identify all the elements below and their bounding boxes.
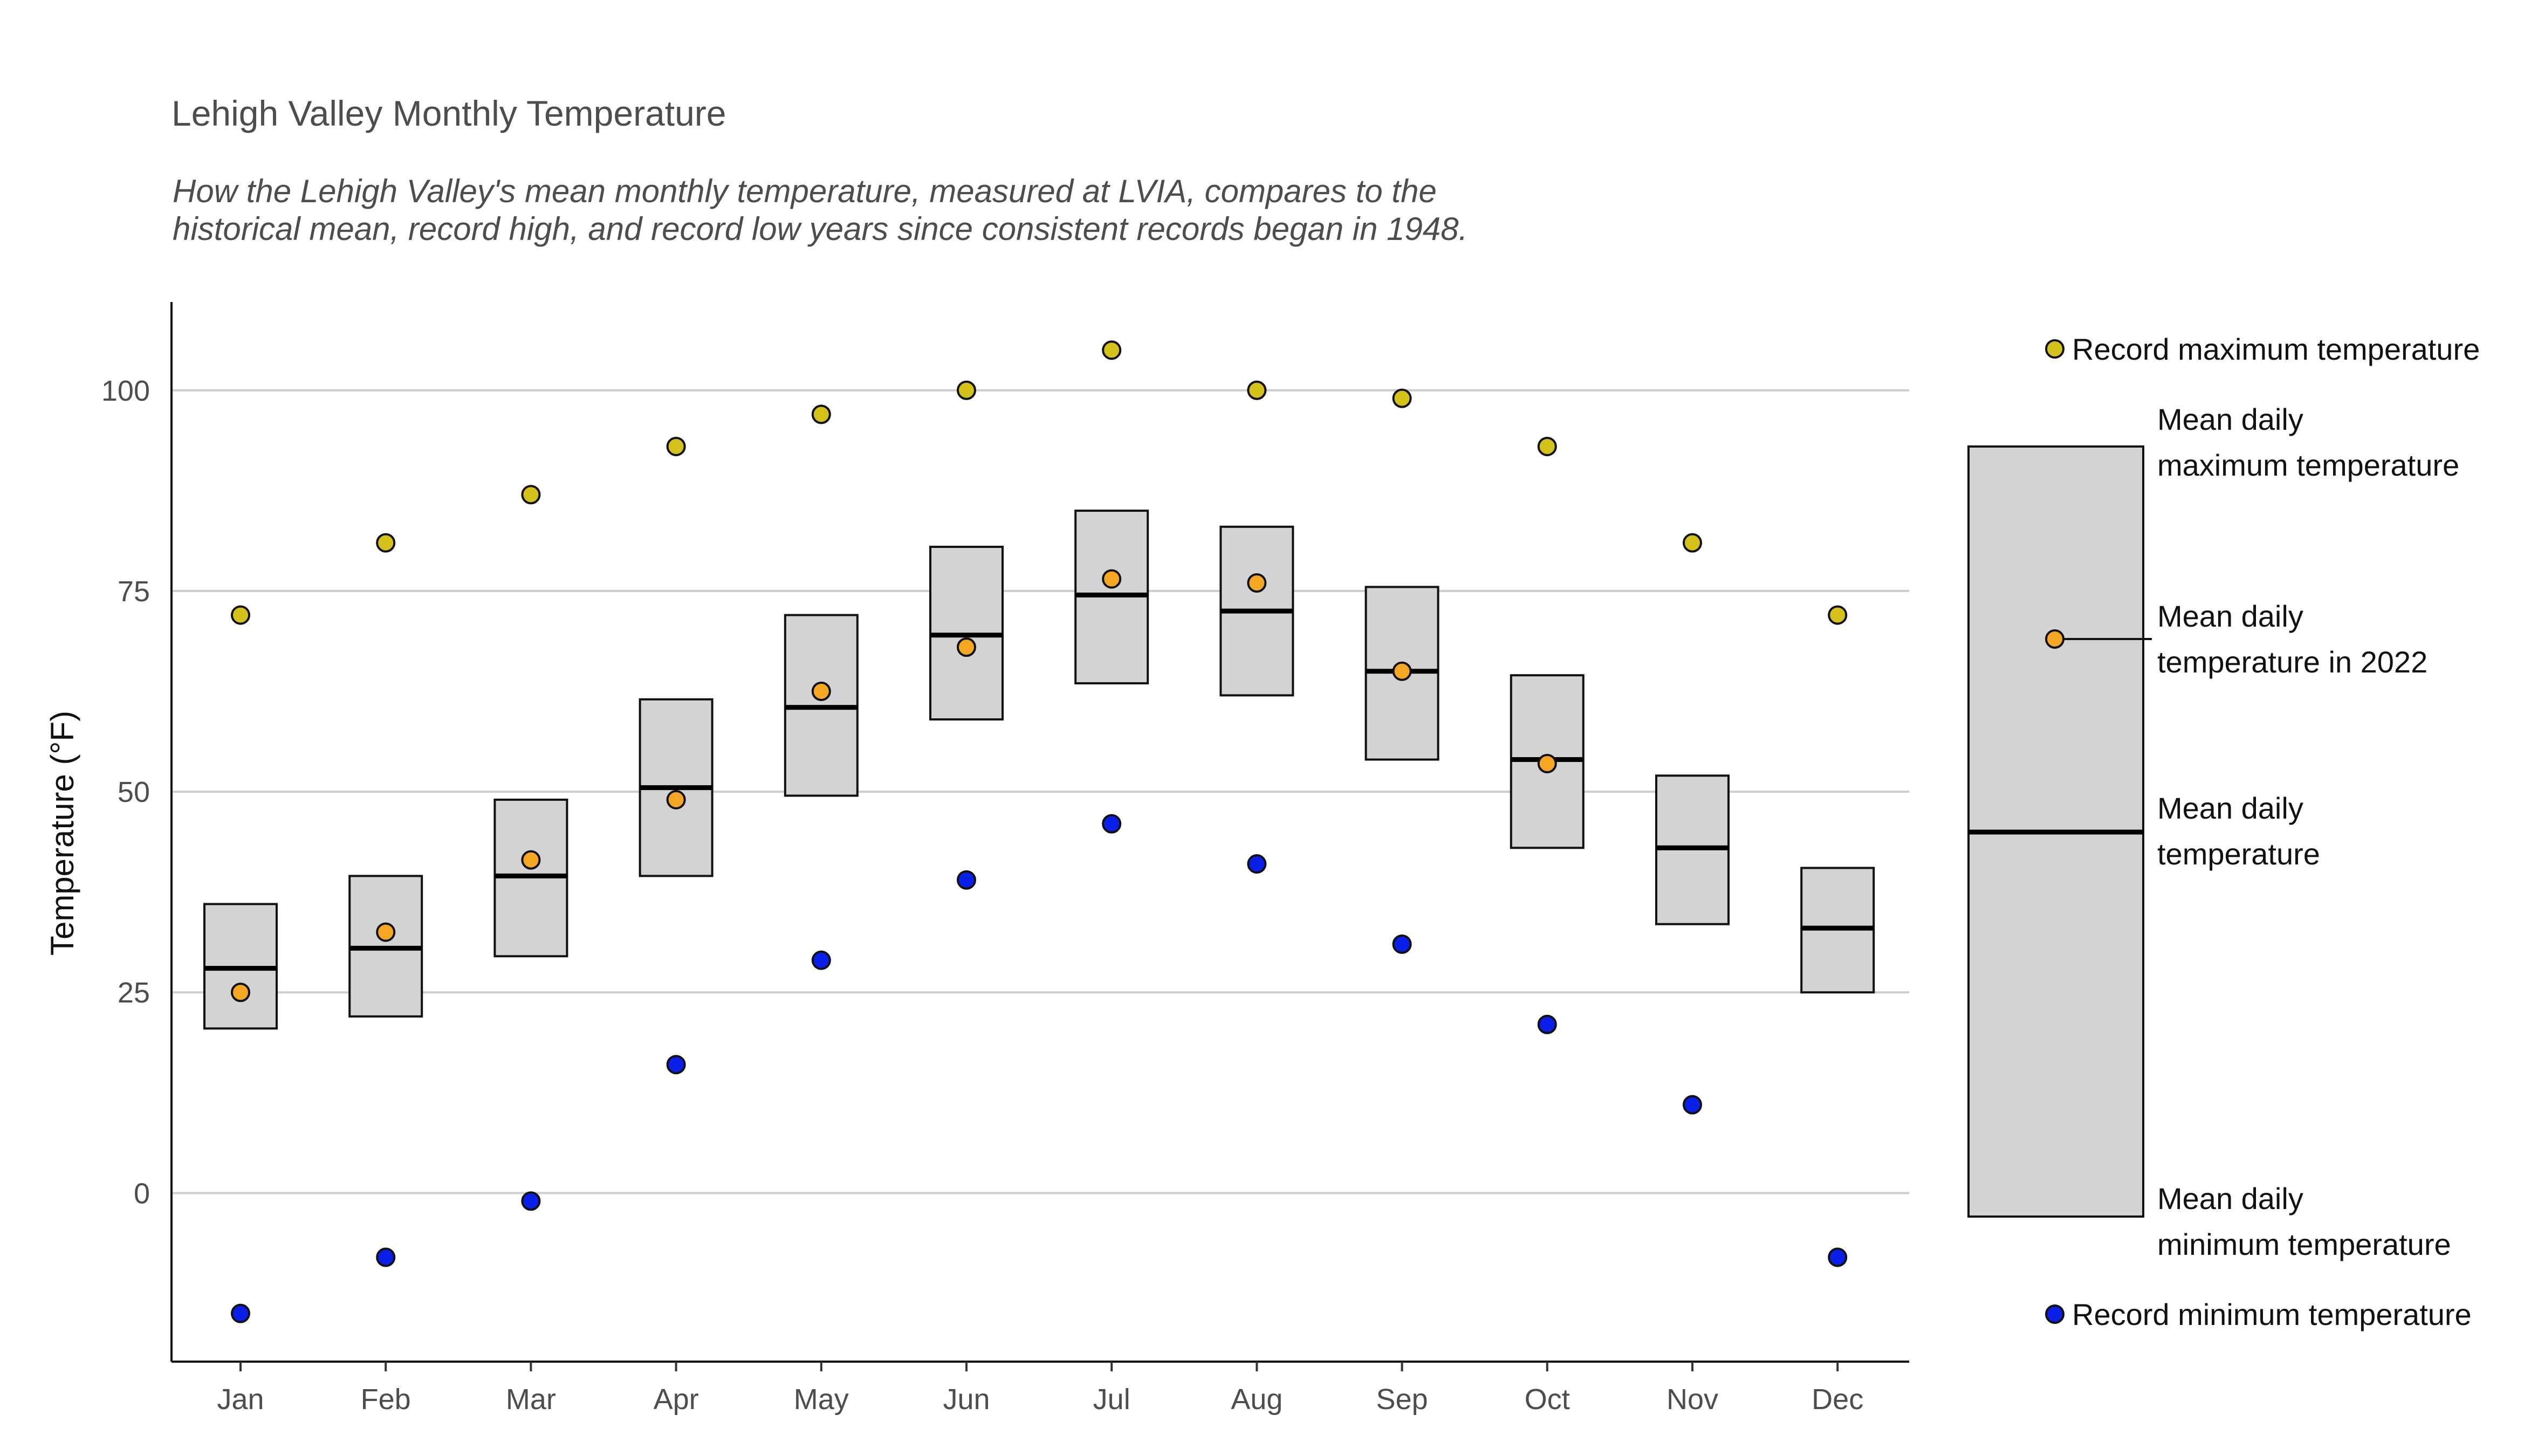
record-min-point-sep — [1392, 934, 1412, 954]
chart-subtitle-line-2: historical mean, record high, and record… — [173, 211, 1467, 247]
record-max-point-apr — [666, 436, 686, 456]
mean-2022-point-jun — [957, 637, 976, 657]
record-max-point-feb — [376, 533, 396, 553]
mean-2022-point-feb — [376, 922, 396, 942]
legend-record-max-marker — [2045, 339, 2065, 359]
record-min-point-jan — [231, 1303, 250, 1323]
plot-area: 0 25 50 75 100 Jan Feb Mar Apr May Jun Jul Aug Sep Oct… — [101, 302, 1909, 1416]
chart-title: Lehigh Valley Monthly Temperature — [172, 93, 726, 133]
legend-mean-min-label-1: Mean daily — [2157, 1182, 2303, 1215]
mean-2022-point-mar — [521, 850, 541, 870]
x-tick-label-jun: Jun — [943, 1383, 990, 1416]
record-max-point-oct — [1537, 436, 1557, 456]
legend: Record maximum temperature Mean daily maxi… — [1967, 332, 2480, 1331]
record-min-point-aug — [1247, 854, 1267, 874]
x-tick-label-sep: Sep — [1376, 1383, 1428, 1416]
x-tick-label-dec: Dec — [1812, 1383, 1863, 1416]
y-tick-label-75: 75 — [118, 575, 150, 608]
mean-2022-point-apr — [666, 789, 686, 809]
record-max-point-mar — [521, 485, 541, 505]
x-tick-label-may: May — [794, 1383, 849, 1416]
legend-mean-label-2: temperature — [2157, 837, 2320, 871]
record-max-point-dec — [1828, 605, 1848, 625]
legend-mean-2022-label-1: Mean daily — [2157, 599, 2303, 633]
record-max-point-sep — [1392, 388, 1412, 408]
record-min-point-feb — [376, 1247, 396, 1267]
legend-mean-max-label-1: Mean daily — [2157, 402, 2303, 436]
legend-mean-2022-marker — [2045, 629, 2065, 649]
record-min-point-nov — [1683, 1095, 1702, 1115]
record-min-point-may — [811, 950, 831, 970]
y-axis-title: Temperature (°F) — [44, 711, 80, 956]
x-tick-label-apr: Apr — [654, 1383, 699, 1416]
record-max-point-aug — [1247, 380, 1267, 400]
mean-2022-point-aug — [1247, 573, 1267, 593]
x-tick-label-aug: Aug — [1231, 1383, 1282, 1416]
record-max-point-nov — [1683, 533, 1702, 553]
record-max-point-jun — [957, 380, 976, 400]
y-tick-label-0: 0 — [134, 1177, 150, 1210]
legend-mean-2022-label-2: temperature in 2022 — [2157, 645, 2427, 679]
mean-2022-point-may — [811, 681, 831, 701]
x-tick-label-jul: Jul — [1093, 1383, 1130, 1416]
mean-2022-point-jan — [231, 983, 250, 1002]
legend-mean-label-1: Mean daily — [2157, 791, 2303, 825]
x-tick-label-nov: Nov — [1666, 1383, 1718, 1416]
y-tick-label-100: 100 — [101, 375, 150, 407]
record-max-point-may — [811, 404, 831, 424]
x-tick-label-oct: Oct — [1525, 1383, 1570, 1416]
mean-2022-point-oct — [1537, 753, 1557, 773]
record-min-point-oct — [1537, 1014, 1557, 1034]
legend-mean-max-label-2: maximum temperature — [2157, 448, 2459, 482]
legend-record-min-marker — [2045, 1304, 2065, 1324]
legend-record-min-label: Record minimum temperature — [2072, 1297, 2472, 1331]
record-min-point-jul — [1102, 814, 1122, 834]
y-tick-label-50: 50 — [118, 776, 150, 808]
record-max-point-jul — [1102, 340, 1122, 360]
y-tick-label-25: 25 — [118, 977, 150, 1009]
chart-subtitle-line-1: How the Lehigh Valley's mean monthly tem… — [173, 173, 1437, 209]
legend-record-max-label: Record maximum temperature — [2072, 332, 2480, 366]
x-tick-label-feb: Feb — [361, 1383, 411, 1416]
record-min-point-mar — [521, 1191, 541, 1211]
mean-2022-point-sep — [1392, 661, 1412, 681]
x-tick-label-mar: Mar — [506, 1383, 556, 1416]
record-min-point-jun — [957, 870, 976, 890]
mean-2022-point-jul — [1102, 569, 1122, 589]
legend-mean-min-label-2: minimum temperature — [2157, 1227, 2451, 1261]
x-tick-label-jan: Jan — [217, 1383, 264, 1416]
record-max-point-jan — [231, 605, 250, 625]
record-min-point-dec — [1828, 1247, 1848, 1267]
record-min-point-apr — [666, 1055, 686, 1075]
